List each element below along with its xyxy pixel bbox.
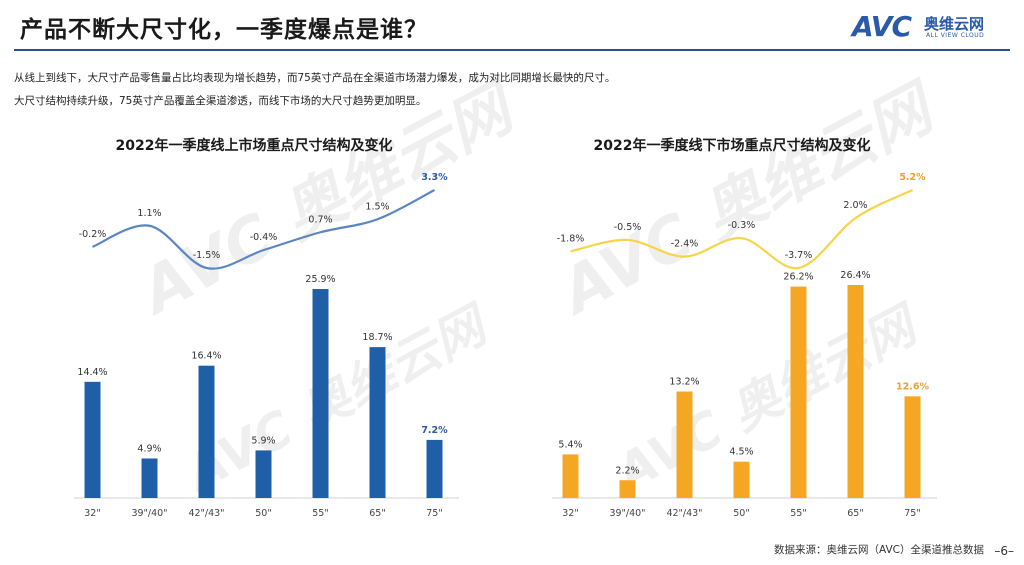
- online-bar: [426, 439, 443, 498]
- offline-bar-label: 5.4%: [558, 439, 582, 450]
- online-category-label: 50": [255, 508, 271, 519]
- online-growth-label: 0.7%: [308, 214, 332, 225]
- offline-growth-label: 5.2%: [899, 172, 926, 183]
- online-growth-label: -0.4%: [250, 232, 278, 243]
- offline-bar-label: 13.2%: [669, 377, 699, 388]
- logo-cn-text: 奥维云网: [924, 15, 985, 33]
- online-growth-label: 1.5%: [365, 201, 389, 212]
- offline-growth-label: -0.3%: [728, 220, 756, 231]
- offline-bar: [619, 480, 636, 498]
- offline-size-chart: 5.4% 32" 2.2% 39"/40" 13.2% 42"/43" 4.5% 50" 26.…: [552, 172, 937, 519]
- offline-bar: [733, 461, 750, 498]
- offline-bar-label: 26.2%: [783, 272, 813, 283]
- online-category-label: 32": [84, 508, 100, 519]
- offline-bar-label: 4.5%: [729, 447, 753, 458]
- offline-bar: [904, 396, 921, 498]
- online-bar-label: 4.9%: [137, 443, 161, 454]
- offline-category-label: 32": [562, 508, 578, 519]
- online-bar-label: 16.4%: [191, 351, 221, 362]
- offline-category-label: 75": [904, 508, 920, 519]
- online-size-chart: 14.4% 32" 4.9% 39"/40" 16.4% 42"/43" 5.9% 50" 25…: [74, 172, 459, 519]
- online-growth-label: 3.3%: [421, 172, 448, 183]
- online-category-label: 39"/40": [131, 508, 167, 519]
- online-bar-label: 25.9%: [305, 274, 335, 285]
- online-chart-title: 2022年一季度线上市场重点尺寸结构及变化: [115, 138, 393, 154]
- intro-line-2: 大尺寸结构持续升级，75英寸产品覆盖全渠道渗透，而线下市场的大尺寸趋势更加明显。: [14, 95, 427, 107]
- offline-bar: [847, 285, 864, 498]
- online-growth-label: 1.1%: [137, 208, 161, 219]
- online-bar-label: 18.7%: [362, 332, 392, 343]
- page-title: 产品不断大尺寸化，一季度爆点是谁？: [20, 17, 428, 43]
- offline-bar-label: 12.6%: [896, 381, 929, 392]
- online-growth-label: -0.2%: [79, 229, 107, 240]
- intro-line-1: 从线上到线下，大尺寸产品零售量占比均表现为增长趋势，而75英寸产品在全渠道市场潜…: [14, 72, 616, 84]
- offline-bar: [676, 391, 693, 498]
- title-divider: [14, 49, 1010, 51]
- offline-bar-label: 26.4%: [840, 270, 870, 281]
- online-category-label: 42"/43": [188, 508, 224, 519]
- offline-growth-line: [570, 189, 913, 270]
- offline-growth-label: -3.7%: [785, 250, 813, 261]
- logo-en-text: ALL VIEW CLOUD: [926, 32, 985, 39]
- offline-growth-label: 2.0%: [843, 200, 867, 211]
- online-bar: [312, 289, 329, 498]
- online-category-label: 65": [369, 508, 385, 519]
- online-bar: [369, 347, 386, 498]
- online-bar-label: 14.4%: [77, 367, 107, 378]
- online-category-label: 55": [312, 508, 328, 519]
- offline-bar-label: 2.2%: [615, 465, 639, 476]
- offline-growth-label: -1.8%: [557, 233, 585, 244]
- online-bar-label: 7.2%: [421, 425, 448, 436]
- offline-category-label: 39"/40": [609, 508, 645, 519]
- offline-category-label: 55": [790, 508, 806, 519]
- data-source: 数据来源：奥维云网（AVC）全渠道推总数据: [773, 544, 984, 556]
- online-category-label: 75": [426, 508, 442, 519]
- offline-category-label: 42"/43": [666, 508, 702, 519]
- offline-category-label: 50": [733, 508, 749, 519]
- online-growth-line: [92, 189, 436, 270]
- online-bar-label: 5.9%: [251, 435, 275, 446]
- online-bar: [141, 458, 158, 498]
- online-bar: [198, 365, 215, 498]
- offline-bar: [562, 454, 579, 498]
- offline-growth-label: -0.5%: [614, 222, 642, 233]
- offline-chart-title: 2022年一季度线下市场重点尺寸结构及变化: [593, 138, 871, 154]
- page-number: –6–: [994, 544, 1014, 558]
- online-bar: [84, 381, 101, 498]
- offline-bar: [790, 286, 807, 498]
- online-bar: [255, 450, 272, 498]
- offline-growth-label: -2.4%: [671, 239, 699, 250]
- avc-logo: AVC 奥维云网 ALL VIEW CLOUD: [852, 10, 1002, 44]
- logo-avc-text: AVC: [852, 10, 912, 43]
- online-growth-label: -1.5%: [193, 250, 221, 261]
- offline-category-label: 65": [847, 508, 863, 519]
